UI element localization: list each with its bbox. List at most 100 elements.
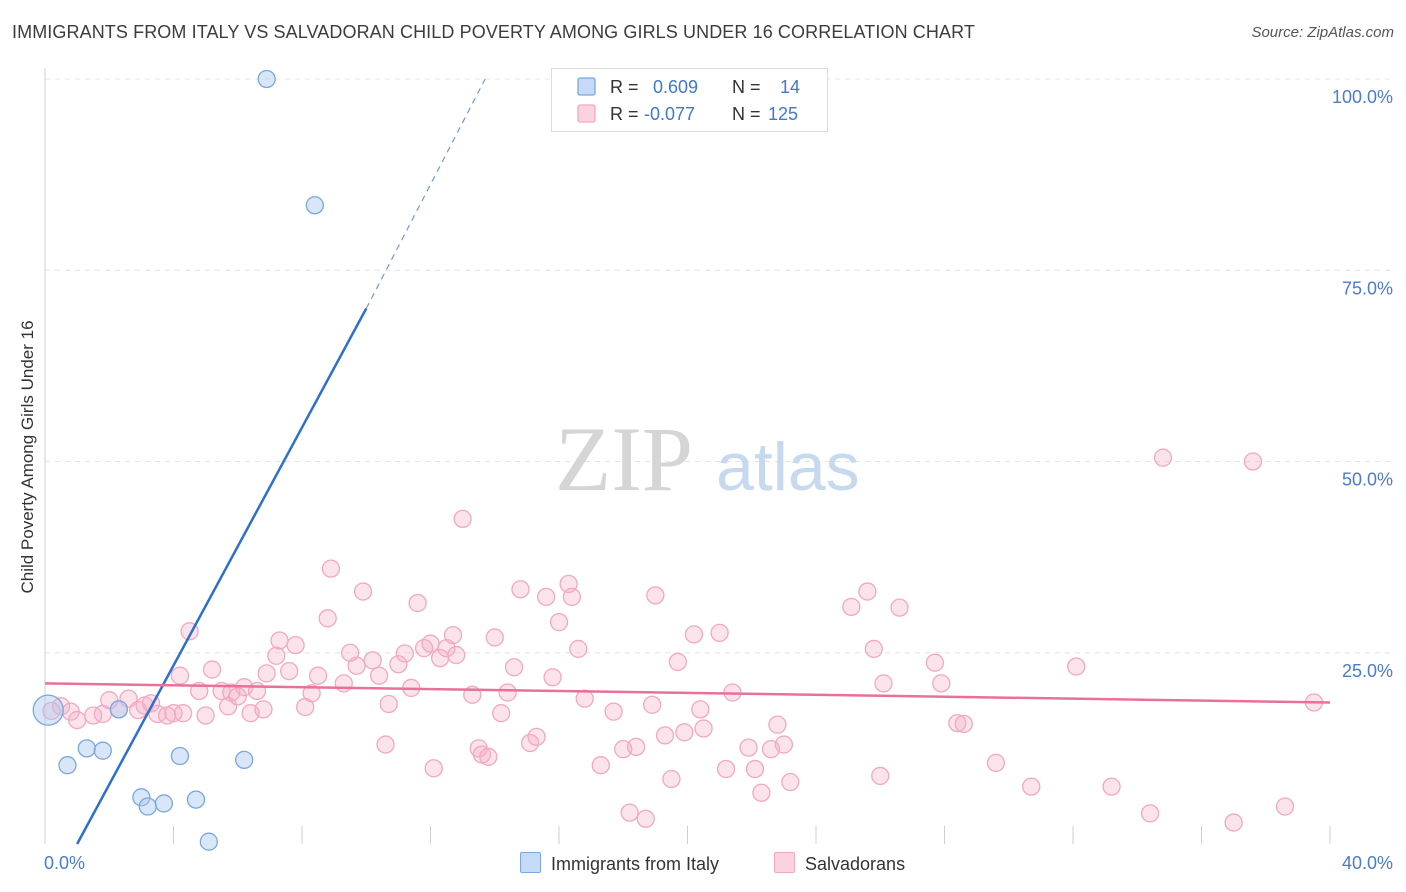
salvadoran-point bbox=[395, 644, 414, 663]
italy-swatch bbox=[577, 77, 596, 96]
italy-point bbox=[170, 746, 190, 766]
salvadoran-point bbox=[218, 697, 238, 716]
salvadoran-point bbox=[1224, 813, 1243, 832]
salvadoran-point bbox=[643, 695, 662, 714]
salvadoran-point bbox=[527, 727, 546, 747]
italy-point bbox=[77, 739, 96, 758]
watermark-atlas: atlas bbox=[716, 429, 860, 505]
salvadoran-point bbox=[443, 626, 463, 645]
italy-trend-line bbox=[76, 307, 368, 845]
x-tick-label-max: 40.0% bbox=[1342, 853, 1393, 873]
salvadoran-point bbox=[646, 586, 665, 605]
y-tick-label: 25.0% bbox=[1342, 661, 1393, 681]
salvadoran-point bbox=[318, 609, 337, 628]
salvadoran-point bbox=[42, 701, 61, 721]
italy-legend-swatch bbox=[520, 852, 541, 873]
salvadoran-point bbox=[948, 713, 967, 733]
italy-trend-extension bbox=[365, 78, 486, 309]
salvadoran-point bbox=[691, 700, 710, 719]
salvadoran-trend-line bbox=[44, 682, 1331, 704]
italy-point bbox=[132, 788, 151, 807]
salvadoran-point bbox=[257, 664, 276, 683]
chart-title: IMMIGRANTS FROM ITALY VS SALVADORAN CHIL… bbox=[12, 22, 975, 42]
watermark: ZIP atlas bbox=[555, 408, 860, 510]
salvadoran-point bbox=[1243, 452, 1263, 471]
salvadoran-point bbox=[871, 766, 890, 786]
salvadoran-point bbox=[668, 652, 688, 672]
salvadoran-point bbox=[636, 809, 655, 828]
trend-lines bbox=[44, 78, 1331, 845]
salvadoran-point bbox=[620, 803, 639, 822]
salvadoran-point bbox=[376, 735, 395, 754]
italy-point bbox=[257, 69, 276, 89]
salvadoran-swatch bbox=[577, 104, 596, 123]
salvadoran-point bbox=[1022, 777, 1041, 796]
salvadoran-point bbox=[537, 587, 556, 607]
salvadoran-point bbox=[874, 674, 893, 693]
legend-item-salvadoran: Salvadorans bbox=[774, 852, 905, 875]
salvadoran-point bbox=[321, 559, 341, 578]
italy-points bbox=[32, 69, 325, 851]
salvadoran-point bbox=[768, 715, 787, 734]
tick-labels: 25.0% 50.0% 75.0% 100.0% 0.0% 40.0% bbox=[44, 87, 1393, 873]
salvadoran-point bbox=[954, 714, 973, 734]
salvadoran-point bbox=[453, 509, 472, 529]
salvadoran-point bbox=[781, 772, 800, 792]
salvadoran-point bbox=[684, 625, 704, 644]
italy-point bbox=[58, 756, 77, 775]
legend-item-italy: Immigrants from Italy bbox=[520, 852, 719, 875]
salvadoran-point bbox=[498, 683, 517, 702]
salvadoran-point bbox=[626, 737, 646, 756]
salvadoran-point bbox=[1067, 657, 1086, 676]
salvadoran-legend-swatch bbox=[774, 852, 795, 873]
salvadoran-point bbox=[270, 631, 289, 650]
salvadoran-point bbox=[424, 759, 443, 778]
salvadoran-point bbox=[739, 738, 758, 757]
gridlines bbox=[45, 78, 1395, 654]
salvadoran-point bbox=[986, 753, 1006, 773]
italy-legend-label: Immigrants from Italy bbox=[551, 854, 720, 874]
italy-point bbox=[138, 797, 157, 816]
axes bbox=[44, 68, 1331, 844]
salvadoran-point bbox=[549, 613, 569, 632]
salvadoran-r-label: R = bbox=[610, 104, 639, 124]
salvadoran-point bbox=[308, 666, 328, 685]
italy-n-label: N = bbox=[732, 77, 761, 97]
salvadoran-point bbox=[421, 634, 440, 653]
italy-point bbox=[186, 790, 206, 809]
italy-n-value: 14 bbox=[780, 77, 800, 97]
salvadoran-point bbox=[890, 598, 909, 617]
salvadoran-point bbox=[479, 747, 498, 766]
y-tick-label: 75.0% bbox=[1342, 278, 1393, 298]
salvadoran-point bbox=[485, 628, 504, 647]
salvadoran-point bbox=[379, 694, 398, 714]
y-tick-label: 100.0% bbox=[1332, 87, 1393, 107]
salvadoran-point bbox=[369, 666, 389, 685]
salvadoran-point bbox=[745, 759, 765, 779]
salvadoran-point bbox=[447, 645, 466, 665]
salvadoran-point bbox=[363, 651, 382, 670]
salvadoran-point bbox=[710, 623, 729, 643]
salvadoran-point bbox=[170, 666, 190, 685]
italy-point bbox=[32, 694, 64, 726]
x-tick-label-min: 0.0% bbox=[44, 853, 85, 873]
italy-r-label: R = bbox=[610, 77, 639, 97]
salvadoran-point bbox=[228, 687, 247, 706]
salvadoran-point bbox=[562, 587, 581, 607]
salvadoran-point bbox=[1275, 797, 1295, 816]
salvadoran-point bbox=[173, 704, 193, 723]
salvadoran-point bbox=[202, 660, 222, 679]
salvadoran-point bbox=[675, 723, 694, 742]
salvadoran-point bbox=[164, 704, 183, 723]
salvadoran-point bbox=[694, 719, 713, 738]
salvadoran-point bbox=[279, 661, 299, 681]
italy-point bbox=[305, 196, 325, 215]
salvadoran-point bbox=[569, 639, 588, 659]
salvadoran-point bbox=[925, 653, 945, 672]
salvadoran-point bbox=[353, 582, 373, 601]
y-tick-label: 50.0% bbox=[1342, 470, 1393, 490]
italy-point bbox=[109, 700, 129, 719]
salvadoran-point bbox=[247, 681, 267, 701]
salvadoran-point bbox=[67, 710, 87, 730]
correlation-legend: R = 0.609 N = 14 R = -0.077 N = 125 bbox=[551, 68, 828, 132]
